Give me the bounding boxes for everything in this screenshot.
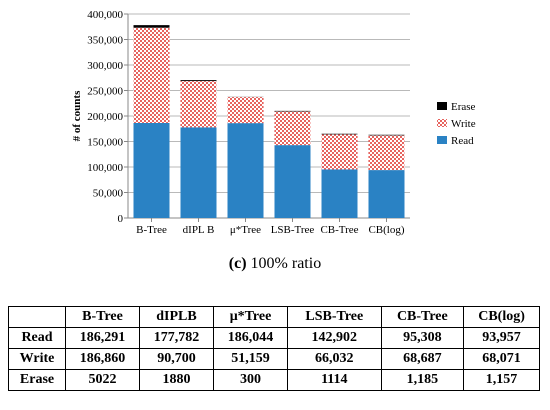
legend: Erase Write Read <box>437 101 476 147</box>
table-cell: 90,700 <box>139 348 214 370</box>
table-header-cell: μ*Tree <box>213 306 288 328</box>
x-tick-label: LSB-Tree <box>271 224 315 236</box>
table-header-cell <box>8 306 66 328</box>
table-header-cell: CB-Tree <box>380 306 465 328</box>
y-tick-label: 300,000 <box>87 60 123 72</box>
bar-segment-read <box>227 123 264 218</box>
bar-segment-read <box>133 122 170 218</box>
y-tick-label: 250,000 <box>87 86 123 98</box>
table-row-label: Erase <box>8 369 66 391</box>
legend-label-read: Read <box>451 135 474 147</box>
table-cell: 5022 <box>65 369 140 391</box>
table-cell: 300 <box>213 369 288 391</box>
table-row-label: Write <box>8 348 66 370</box>
table-header-cell: LSB-Tree <box>287 306 382 328</box>
legend-swatch-write <box>437 119 447 127</box>
table-cell: 186,291 <box>65 327 140 349</box>
legend-swatch-read <box>437 136 447 144</box>
legend-swatch-erase <box>437 102 447 110</box>
bar-segment-read <box>180 127 217 218</box>
y-tick-label: 200,000 <box>87 111 123 123</box>
data-table: B-Tree dIPLB μ*Tree LSB-Tree CB-Tree CB(… <box>8 306 540 391</box>
figure-caption: (c) 100% ratio <box>0 255 550 273</box>
grid <box>128 13 410 193</box>
table-header-cell: B-Tree <box>65 306 140 328</box>
caption-label: (c) <box>228 255 247 272</box>
table-cell: 1114 <box>287 369 382 391</box>
bar-segment-write <box>227 97 264 124</box>
bar-segment-write <box>321 134 358 170</box>
labels: 0 50,000 100,000 150,000 200,000 250,000 300,0… <box>71 9 405 236</box>
bar-segment-erase <box>368 134 405 136</box>
table-cell: 1,157 <box>463 369 540 391</box>
caption-text: 100% ratio <box>250 255 322 272</box>
y-tick-label: 0 <box>118 213 124 225</box>
bar-segment-erase <box>321 133 358 135</box>
y-tick-label: 400,000 <box>87 9 123 21</box>
table-cell: 1880 <box>139 369 214 391</box>
x-tick-label: dIPL B <box>183 224 215 236</box>
table-header-cell: CB(log) <box>463 306 540 328</box>
y-axis-label: # of counts <box>71 90 83 141</box>
bar-segment-erase <box>180 80 217 82</box>
y-tick-label: 350,000 <box>87 35 123 47</box>
bar-segment-read <box>321 169 358 218</box>
bar-segment-erase <box>274 110 311 112</box>
bar-segment-write <box>133 27 170 123</box>
table-cell: 93,957 <box>463 327 540 349</box>
table-cell: 68,687 <box>380 348 465 370</box>
table-cell: 66,032 <box>287 348 382 370</box>
bar-segment-write <box>368 135 405 171</box>
bar-segment-read <box>368 170 405 218</box>
x-tick-label: μ*Tree <box>230 224 261 236</box>
legend-label-erase: Erase <box>451 101 476 113</box>
x-tick-label: CB(log) <box>368 224 404 236</box>
table-row: Erase 5022 1880 300 1114 1,185 1,157 <box>8 369 540 391</box>
y-tick-label: 150,000 <box>87 137 123 149</box>
table-cell: 177,782 <box>139 327 214 349</box>
table-cell: 142,902 <box>287 327 382 349</box>
table-cell: 95,308 <box>380 327 465 349</box>
legend-label-write: Write <box>451 118 476 130</box>
table-row-label: Read <box>8 327 66 349</box>
bar-segment-write <box>180 81 217 128</box>
table-header-row: B-Tree dIPLB μ*Tree LSB-Tree CB-Tree CB(… <box>8 306 540 328</box>
x-tick-label: B-Tree <box>136 224 167 236</box>
y-tick-label: 50,000 <box>93 188 124 200</box>
y-tick-label: 100,000 <box>87 162 123 174</box>
bar-segment-read <box>274 145 311 218</box>
axes <box>124 13 410 222</box>
table-cell: 51,159 <box>213 348 288 370</box>
bars <box>133 25 405 218</box>
table-cell: 1,185 <box>380 369 465 391</box>
table-row: Read 186,291 177,782 186,044 142,902 95,… <box>8 327 540 349</box>
stacked-bar-chart: 0 50,000 100,000 150,000 200,000 250,000 300,0… <box>71 9 476 236</box>
x-tick-label: CB-Tree <box>320 224 358 236</box>
bar-segment-erase <box>133 25 170 28</box>
table-header-cell: dIPLB <box>139 306 214 328</box>
table-cell: 68,071 <box>463 348 540 370</box>
table-row: Write 186,860 90,700 51,159 66,032 68,68… <box>8 348 540 370</box>
bar-segment-write <box>274 111 311 146</box>
table-cell: 186,044 <box>213 327 288 349</box>
table-cell: 186,860 <box>65 348 140 370</box>
